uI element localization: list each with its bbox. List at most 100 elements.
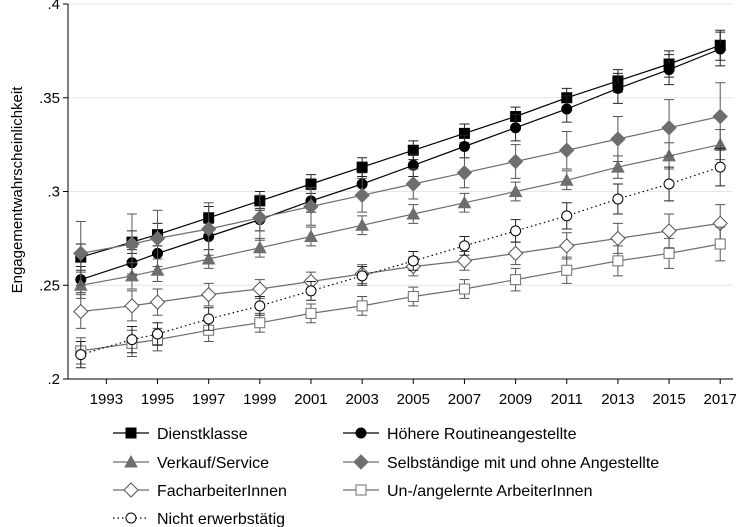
data-point — [663, 247, 675, 259]
x-tick-label: 2001 — [294, 391, 327, 408]
data-point — [510, 122, 522, 134]
x-tick-label: 1997 — [192, 391, 225, 408]
x-tick-label: 2013 — [601, 391, 634, 408]
data-point — [201, 251, 216, 265]
data-point — [73, 245, 89, 262]
data-point — [203, 313, 215, 325]
data-point — [150, 263, 165, 276]
data-point — [507, 153, 524, 170]
data-point — [356, 270, 368, 282]
data-point — [559, 142, 575, 158]
data-point — [508, 184, 523, 197]
data-point — [458, 240, 470, 252]
data-point — [200, 286, 217, 303]
data-point — [507, 245, 524, 262]
data-point — [612, 255, 624, 267]
legend-marker — [124, 454, 138, 468]
data-point — [559, 173, 574, 186]
data-point — [456, 253, 473, 269]
data-point — [254, 317, 266, 329]
x-tick-label: 1993 — [90, 391, 123, 408]
data-point — [149, 230, 166, 247]
data-point — [458, 283, 470, 295]
data-point — [406, 206, 421, 220]
data-point — [354, 187, 370, 203]
x-tick-label: 2017 — [704, 391, 737, 408]
data-point — [458, 141, 470, 152]
data-point — [561, 103, 573, 115]
data-point — [75, 349, 87, 361]
legend-item: Nicht erwerbstätig — [113, 511, 285, 527]
data-point — [126, 334, 138, 346]
x-tick-label: 2003 — [345, 391, 378, 408]
legend-marker — [125, 512, 137, 524]
legend-item: Verkauf/Service — [113, 454, 269, 472]
legend-item: Höhere Routineangestellte — [343, 426, 577, 443]
x-tick-label: 2011 — [551, 391, 583, 408]
data-point — [712, 108, 728, 125]
x-tick-label: 2005 — [397, 391, 430, 408]
legend-marker — [355, 484, 367, 496]
series-3 — [73, 82, 728, 286]
data-point — [714, 238, 726, 250]
legend-label: Dienstklasse — [157, 426, 248, 443]
y-tick-label: .4 — [47, 0, 60, 13]
series-line — [80, 48, 721, 281]
series-line — [80, 115, 721, 254]
data-point — [663, 178, 675, 190]
y-tick-label: .35 — [39, 90, 60, 107]
data-point — [125, 268, 139, 282]
legend-label: Un-/angelernte ArbeiterInnen — [387, 483, 592, 500]
data-point — [561, 264, 573, 276]
legend-label: Selbständige mit und ohne Angestellte — [387, 455, 659, 472]
data-point — [456, 165, 473, 181]
series-line — [80, 222, 721, 313]
data-point — [73, 303, 89, 320]
legend-item: Dienstklasse — [113, 426, 248, 443]
x-tick-label: 1995 — [141, 391, 174, 408]
y-tick-label: .25 — [39, 277, 60, 294]
data-point — [611, 160, 625, 173]
data-point — [303, 198, 319, 215]
legend-item: Selbständige mit und ohne Angestellte — [343, 454, 659, 472]
data-point — [252, 210, 268, 226]
legend-label: Höhere Routineangestellte — [387, 426, 577, 443]
data-point — [407, 291, 419, 302]
data-point — [305, 307, 317, 319]
data-point — [356, 161, 368, 173]
data-point — [663, 64, 675, 76]
legend-label: Verkauf/Service — [157, 455, 269, 472]
y-tick-label: .3 — [47, 184, 60, 201]
data-point — [252, 240, 267, 254]
data-point — [612, 193, 624, 205]
data-point — [254, 300, 266, 312]
data-point — [510, 274, 522, 286]
data-point — [661, 120, 677, 136]
data-point — [355, 218, 369, 231]
data-point — [612, 82, 624, 94]
x-tick-label: 2009 — [499, 391, 532, 408]
legend-label: Nicht erwerbstätig — [157, 511, 285, 527]
data-point — [559, 238, 575, 254]
data-point — [714, 161, 726, 173]
x-tick-label: 1999 — [243, 391, 276, 408]
data-point — [457, 195, 472, 209]
data-point — [510, 225, 522, 237]
series-line — [80, 144, 721, 286]
data-point — [405, 176, 421, 192]
series-layer — [73, 29, 728, 369]
data-point — [124, 298, 140, 314]
series-6 — [75, 147, 726, 369]
legend-item: FacharbeiterInnen — [113, 482, 287, 500]
data-point — [149, 294, 166, 310]
series-line — [80, 243, 721, 352]
data-point — [714, 43, 726, 55]
legend: Dienstklasse Höhere Routineangestellte Ver… — [113, 426, 659, 527]
data-point — [407, 255, 419, 267]
series-line — [80, 166, 721, 356]
legend-marker — [123, 482, 139, 498]
series-line — [80, 44, 721, 258]
legend-label: FacharbeiterInnen — [157, 483, 287, 500]
x-tick-label: 2007 — [448, 391, 481, 408]
